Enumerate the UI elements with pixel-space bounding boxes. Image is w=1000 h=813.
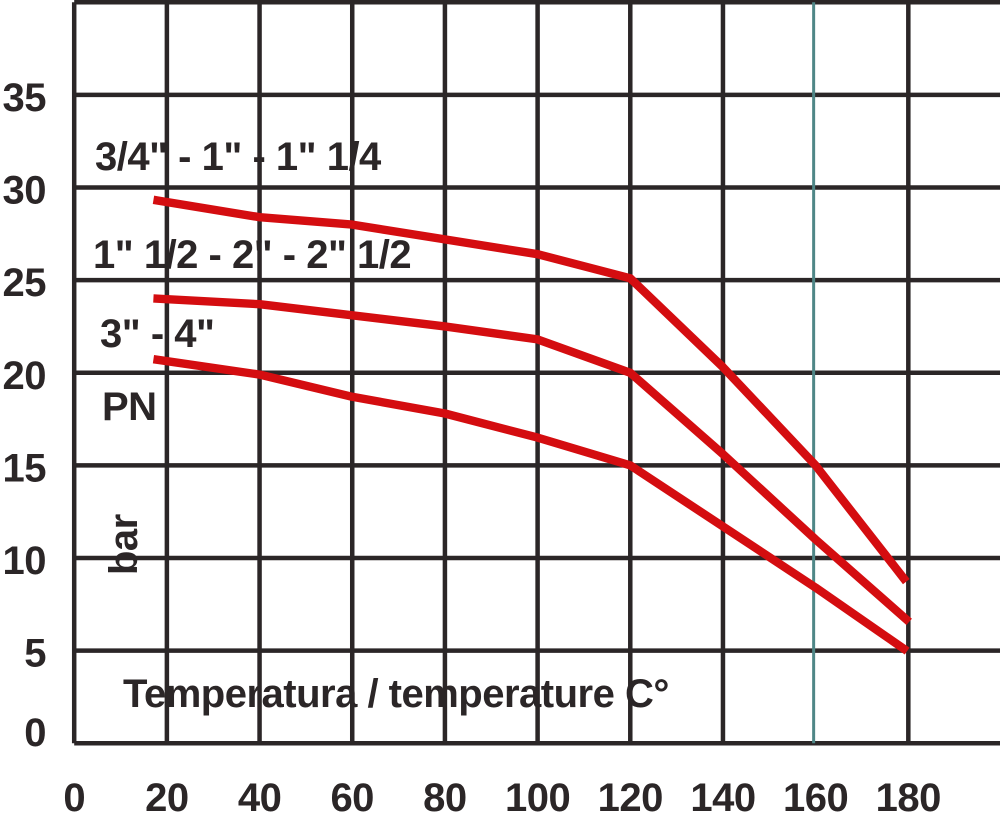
series-label-small-sizes: 3/4" - 1" - 1" 1/4 (95, 135, 382, 179)
rating-curve-1 (153, 294, 912, 626)
x-tick-label-120: 120 (598, 776, 663, 813)
y-tick-label-20: 20 (3, 354, 47, 398)
y-tick-label-25: 25 (3, 261, 47, 305)
y-tick-label-15: 15 (3, 446, 47, 490)
x-tick-label-160: 160 (783, 776, 848, 813)
y-tick-label-10: 10 (3, 539, 47, 583)
y-tick-label-30: 30 (3, 169, 47, 213)
pn-axis-label: PN (102, 385, 157, 429)
rating-curve-2 (152, 355, 910, 655)
x-tick-label-180: 180 (876, 776, 941, 813)
y-tick-label-5: 5 (24, 632, 46, 676)
series-label-large-sizes: 3" - 4" (100, 312, 214, 356)
x-tick-label-40: 40 (238, 776, 282, 813)
x-tick-label-140: 140 (690, 776, 755, 813)
x-axis-title: Temperatura / temperature C° (123, 672, 669, 716)
y-tick-label-35: 35 (3, 76, 47, 120)
bar-unit-label: bar (102, 514, 146, 575)
x-tick-label-60: 60 (330, 776, 374, 813)
rating-curve-0 (152, 195, 910, 585)
x-tick-label-80: 80 (423, 776, 467, 813)
x-tick-label-100: 100 (505, 776, 570, 813)
series-label-medium-sizes: 1" 1/2 - 2" - 2" 1/2 (93, 233, 411, 277)
y-tick-label-0: 0 (24, 711, 46, 755)
x-tick-label-0: 0 (63, 776, 85, 813)
x-tick-label-20: 20 (145, 776, 189, 813)
